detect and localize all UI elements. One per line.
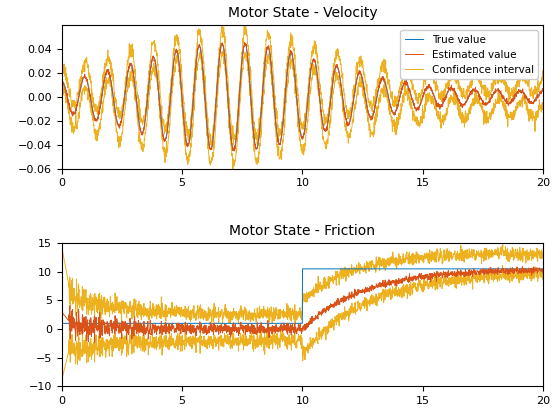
Title: Motor State - Velocity: Motor State - Velocity bbox=[227, 6, 377, 20]
Confidence interval bbox=[293, 72, 300, 77]
Estimated value bbox=[293, 89, 300, 94]
Estimated value bbox=[231, 149, 237, 154]
Estimated value bbox=[526, 99, 533, 104]
Confidence interval bbox=[280, 108, 287, 113]
Confidence interval bbox=[219, 22, 226, 27]
Confidence interval bbox=[83, 60, 90, 65]
Confidence interval bbox=[540, 68, 547, 73]
True value bbox=[293, 89, 300, 94]
Line: True value: True value bbox=[62, 43, 543, 151]
True value bbox=[230, 148, 237, 153]
True value bbox=[219, 41, 226, 46]
Estimated value bbox=[241, 40, 248, 45]
Line: Confidence interval: Confidence interval bbox=[62, 24, 543, 145]
Confidence interval bbox=[207, 142, 214, 147]
Confidence interval bbox=[58, 65, 65, 70]
Title: Motor State - Friction: Motor State - Friction bbox=[230, 224, 375, 238]
Legend: True value, Estimated value, Confidence interval: True value, Estimated value, Confidence … bbox=[400, 30, 538, 79]
True value bbox=[280, 116, 287, 121]
Confidence interval bbox=[526, 88, 533, 93]
Line: Estimated value: Estimated value bbox=[62, 42, 543, 151]
Estimated value bbox=[438, 103, 445, 108]
Estimated value bbox=[526, 100, 533, 105]
Estimated value bbox=[280, 113, 287, 118]
True value bbox=[526, 100, 533, 105]
Confidence interval bbox=[438, 88, 445, 93]
True value bbox=[526, 100, 533, 105]
Estimated value bbox=[58, 77, 65, 82]
True value bbox=[58, 79, 65, 84]
Estimated value bbox=[540, 89, 547, 94]
True value bbox=[540, 88, 547, 93]
Confidence interval bbox=[526, 87, 533, 92]
True value bbox=[83, 76, 90, 81]
Estimated value bbox=[83, 76, 90, 81]
True value bbox=[438, 103, 445, 108]
